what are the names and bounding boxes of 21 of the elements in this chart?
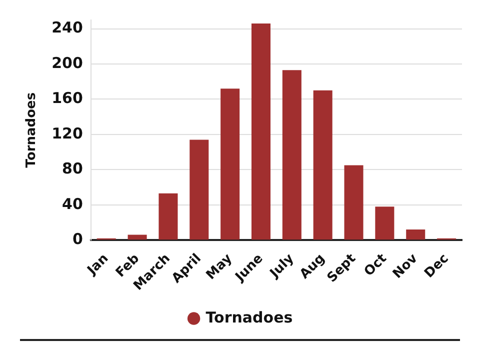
y-axis-title: Tornadoes — [24, 92, 40, 168]
bar — [128, 234, 147, 240]
x-tick-label: Jan — [84, 251, 112, 279]
y-tick-label: 240 — [52, 18, 83, 37]
legend-label: Tornadoes — [206, 308, 293, 326]
bar — [220, 88, 240, 240]
y-tick-label: 0 — [72, 230, 83, 248]
bar — [251, 24, 271, 240]
y-tick-label: 120 — [52, 124, 83, 142]
bar — [406, 230, 426, 240]
bar — [158, 193, 178, 240]
y-tick-label: 160 — [52, 89, 83, 108]
y-tick-label: 200 — [52, 54, 83, 72]
bar — [282, 70, 302, 240]
bar — [190, 140, 209, 240]
bar — [313, 90, 332, 240]
x-tick-label: Oct — [362, 251, 390, 280]
y-tick-label: 40 — [62, 194, 83, 213]
bar — [344, 165, 364, 240]
y-tick-label: 80 — [62, 160, 83, 178]
bar — [375, 206, 394, 240]
